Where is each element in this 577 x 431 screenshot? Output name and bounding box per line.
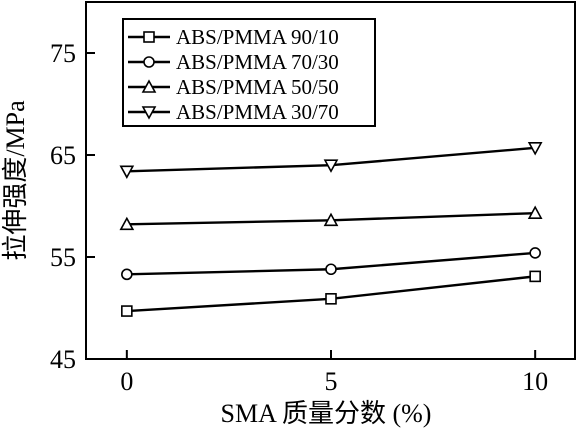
y-tick-label: 75 (50, 39, 76, 68)
x-axis-label: SMA 质量分数 (%) (221, 399, 432, 428)
legend-marker (141, 79, 157, 93)
series-layer (119, 142, 543, 317)
data-point (121, 305, 133, 317)
data-point (529, 270, 541, 283)
legend-marker (143, 31, 155, 43)
y-tick-label: 65 (50, 141, 76, 170)
data-point (325, 263, 337, 276)
data-point (325, 293, 337, 305)
data-point (323, 212, 339, 227)
x-tick-label: 5 (325, 367, 338, 396)
y-tick-label: 55 (50, 243, 76, 272)
data-point (121, 268, 133, 281)
data-point (119, 216, 135, 231)
legend-marker (141, 106, 157, 120)
data-point (527, 205, 543, 219)
x-axis-ticks: 0 5 10 (120, 350, 548, 396)
legend-label: ABS/PMMA 30/70 (176, 100, 339, 124)
y-tick-label: 45 (50, 345, 76, 374)
legend-label: ABS/PMMA 70/30 (176, 50, 339, 74)
legend-label: ABS/PMMA 50/50 (176, 75, 339, 99)
data-point (119, 165, 135, 179)
series-group (119, 142, 543, 179)
x-tick-label: 10 (522, 367, 548, 396)
x-tick-label: 0 (120, 367, 133, 396)
y-axis-label: 拉伸强度/MPa (1, 100, 30, 261)
series-group (121, 247, 541, 281)
y-axis-ticks: 45 55 65 75 (50, 39, 95, 374)
series-group (121, 270, 541, 317)
data-point (529, 247, 541, 259)
legend-label: ABS/PMMA 90/10 (176, 25, 339, 49)
legend-marker (143, 56, 155, 68)
data-point (527, 142, 543, 156)
series-group (119, 205, 543, 231)
data-point (323, 159, 339, 173)
